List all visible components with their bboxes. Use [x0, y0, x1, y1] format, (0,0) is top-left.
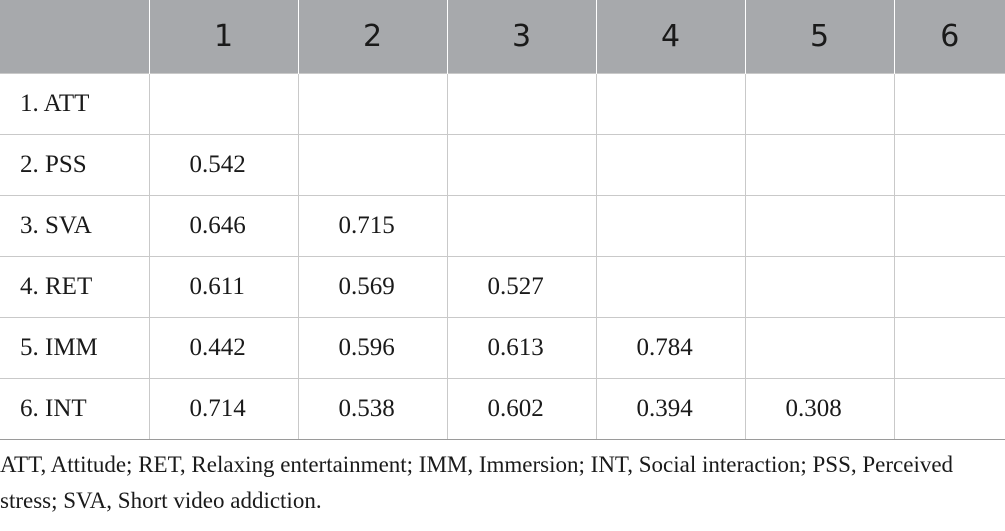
table-cell: 0.542 — [148, 134, 299, 196]
row-label: 2. PSS — [0, 134, 150, 196]
table-cell — [595, 195, 746, 257]
table-cell — [893, 378, 1005, 440]
header-cell-2: 2 — [297, 0, 448, 74]
table-cell: 0.442 — [148, 317, 299, 379]
table-cell: 0.613 — [446, 317, 597, 379]
header-cell-blank — [0, 0, 150, 74]
table-header-row: 1 2 3 4 5 6 — [0, 0, 1005, 74]
header-cell-6: 6 — [893, 0, 1005, 74]
table-cell: 0.538 — [297, 378, 448, 440]
row-label: 6. INT — [0, 378, 150, 440]
header-cell-3: 3 — [446, 0, 597, 74]
table-cell — [595, 256, 746, 318]
row-label: 3. SVA — [0, 195, 150, 257]
table-cell: 0.714 — [148, 378, 299, 440]
table-cell: 0.611 — [148, 256, 299, 318]
table-cell: 0.715 — [297, 195, 448, 257]
table-row: 6. INT 0.714 0.538 0.602 0.394 0.308 — [0, 378, 1005, 440]
table-cell: 0.308 — [744, 378, 895, 440]
table-cell — [446, 195, 597, 257]
table-cell — [297, 73, 448, 135]
table-row: 5. IMM 0.442 0.596 0.613 0.784 — [0, 317, 1005, 379]
correlation-table-container: 1 2 3 4 5 6 1. ATT 2. PSS 0.542 — [0, 0, 1005, 440]
table-cell — [446, 134, 597, 196]
row-label: 1. ATT — [0, 73, 150, 135]
table-footnote: ATT, Attitude; RET, Relaxing entertainme… — [0, 452, 954, 513]
table-row: 4. RET 0.611 0.569 0.527 — [0, 256, 1005, 318]
table-cell — [744, 256, 895, 318]
table-cell: 0.596 — [297, 317, 448, 379]
table-cell — [893, 134, 1005, 196]
table-row: 1. ATT — [0, 73, 1005, 135]
header-cell-1: 1 — [148, 0, 299, 74]
table-cell — [893, 73, 1005, 135]
table-cell — [595, 134, 746, 196]
table-cell: 0.394 — [595, 378, 746, 440]
table-cell — [893, 317, 1005, 379]
table-row: 3. SVA 0.646 0.715 — [0, 195, 1005, 257]
table-cell — [893, 256, 1005, 318]
table-cell: 0.646 — [148, 195, 299, 257]
table-cell — [148, 73, 299, 135]
header-cell-5: 5 — [744, 0, 895, 74]
table-cell: 0.784 — [595, 317, 746, 379]
row-label: 4. RET — [0, 256, 150, 318]
header-cell-4: 4 — [595, 0, 746, 74]
table-cell — [446, 73, 597, 135]
table-cell: 0.527 — [446, 256, 597, 318]
table-cell — [297, 134, 448, 196]
row-label: 5. IMM — [0, 317, 150, 379]
correlation-table: 1 2 3 4 5 6 1. ATT 2. PSS 0.542 — [0, 0, 1005, 440]
table-cell: 0.602 — [446, 378, 597, 440]
table-cell — [744, 134, 895, 196]
table-cell — [744, 73, 895, 135]
table-cell — [744, 195, 895, 257]
table-cell: 0.569 — [297, 256, 448, 318]
table-cell — [744, 317, 895, 379]
table-cell — [893, 195, 1005, 257]
table-cell — [595, 73, 746, 135]
table-row: 2. PSS 0.542 — [0, 134, 1005, 196]
